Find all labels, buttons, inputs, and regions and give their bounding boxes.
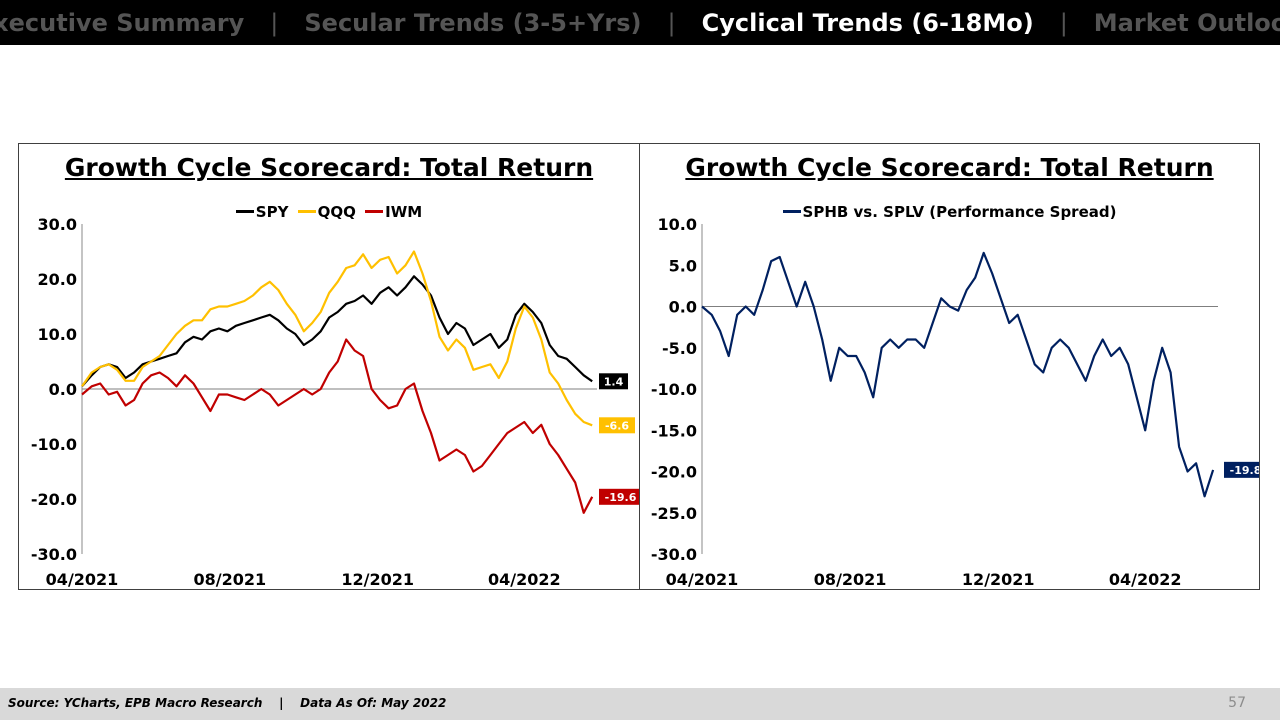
chart-left: 30.0 20.0 10.0 0.0 -10.0 -20.0 -30.0 04/2021 08/… xyxy=(31,215,639,589)
chart-title: Growth Cycle Scorecard: Total Return xyxy=(685,153,1214,182)
end-label-box xyxy=(599,488,639,505)
y-tick-label: -30.0 xyxy=(31,545,77,564)
y-tick-label: 0.0 xyxy=(49,380,77,399)
source-note: Source: YCharts, EPB Macro Research | Da… xyxy=(8,696,447,710)
end-value-label: -19.8 xyxy=(1224,461,1259,478)
legend-item-iwm: IWM xyxy=(365,203,422,221)
x-tick-label: 12/2021 xyxy=(341,570,414,589)
series-line-qqq xyxy=(81,250,593,427)
y-tick-label: 0.0 xyxy=(669,298,697,317)
nav-separator: | xyxy=(667,8,676,37)
y-tick-label: -15.0 xyxy=(651,421,697,440)
end-label-box xyxy=(1224,461,1259,478)
end-value-label: -19.6 xyxy=(599,488,639,505)
legend-swatch xyxy=(297,210,316,213)
y-tick-label: -25.0 xyxy=(651,504,697,523)
nav-separator: | xyxy=(270,8,279,37)
chart-legend: SPHB vs. SPLV (Performance Spread) xyxy=(640,199,1259,221)
end-label-box xyxy=(599,417,635,434)
legend-swatch xyxy=(365,210,384,213)
end-label-text: 1.4 xyxy=(604,375,624,388)
footer-bar: Source: YCharts, EPB Macro Research | Da… xyxy=(0,688,1280,720)
nav-tab-executive-summary[interactable]: Executive Summary xyxy=(0,8,245,37)
page-number: 57 xyxy=(1228,695,1246,711)
legend-label: QQQ xyxy=(317,202,356,221)
y-tick-label: 5.0 xyxy=(669,256,697,275)
end-label-text: -19.8 xyxy=(1230,464,1259,477)
legend-swatch xyxy=(782,210,801,213)
legend-label: SPHB vs. SPLV (Performance Spread) xyxy=(802,202,1117,221)
end-label-text: -19.6 xyxy=(605,491,637,504)
end-label-box xyxy=(599,373,628,390)
legend-swatch xyxy=(235,210,254,213)
y-tick-label: -20.0 xyxy=(651,463,697,482)
end-label-text: -6.6 xyxy=(605,419,629,432)
y-tick-label: -30.0 xyxy=(651,545,697,564)
nav-tab-market-outlook[interactable]: Market Outlook xyxy=(1093,8,1280,37)
end-value-label: -6.6 xyxy=(599,417,635,434)
y-tick-label: 30.0 xyxy=(38,215,77,234)
x-tick-label: 04/2022 xyxy=(488,570,561,589)
nav-separator: | xyxy=(1059,8,1068,37)
chart-right: 10.0 5.0 0.0 -5.0 -10.0 -15.0 -20.0 -25.0 -30.0 0… xyxy=(651,215,1259,589)
chart-panel-right: 10.0 5.0 0.0 -5.0 -10.0 -15.0 -20.0 -25.0 -30.0 0… xyxy=(639,143,1260,590)
y-tick-label: -5.0 xyxy=(662,339,697,358)
legend-item-spy: SPY xyxy=(235,202,289,221)
legend-item-spread: SPHB vs. SPLV (Performance Spread) xyxy=(782,202,1117,221)
y-tick-label: 10.0 xyxy=(658,215,697,234)
nav-tab-cyclical-trends[interactable]: Cyclical Trends (6-18Mo) xyxy=(701,8,1034,37)
x-tick-label: 04/2022 xyxy=(1109,570,1182,589)
chart-title: Growth Cycle Scorecard: Total Return xyxy=(64,153,594,182)
x-tick-label: 04/2021 xyxy=(666,570,739,589)
x-tick-label: 08/2021 xyxy=(814,570,887,589)
x-tick-label: 04/2021 xyxy=(46,570,119,589)
y-tick-label: 20.0 xyxy=(38,270,77,289)
series-line-spy xyxy=(81,275,593,388)
end-value-label: 1.4 xyxy=(599,373,628,390)
y-tick-label: -20.0 xyxy=(31,490,77,509)
y-tick-label: -10.0 xyxy=(31,435,77,454)
chart-panel-left: 30.0 20.0 10.0 0.0 -10.0 -20.0 -30.0 04/2021 08/… xyxy=(18,143,640,590)
x-tick-label: 08/2021 xyxy=(194,570,267,589)
x-tick-label: 12/2021 xyxy=(962,570,1035,589)
y-tick-label: -10.0 xyxy=(651,380,697,399)
nav-tab-secular-trends[interactable]: Secular Trends (3-5+Yrs) xyxy=(304,8,642,37)
y-tick-label: 10.0 xyxy=(38,325,77,344)
chart-legend: SPY QQQ IWM xyxy=(19,199,639,221)
legend-label: SPY xyxy=(255,202,289,221)
top-navigation-bar: Executive Summary | Secular Trends (3-5+… xyxy=(0,0,1280,45)
series-line-iwm xyxy=(81,338,594,514)
series-line-sphb xyxy=(701,251,1215,498)
legend-item-qqq: QQQ xyxy=(297,202,356,221)
legend-label: IWM xyxy=(385,202,423,221)
